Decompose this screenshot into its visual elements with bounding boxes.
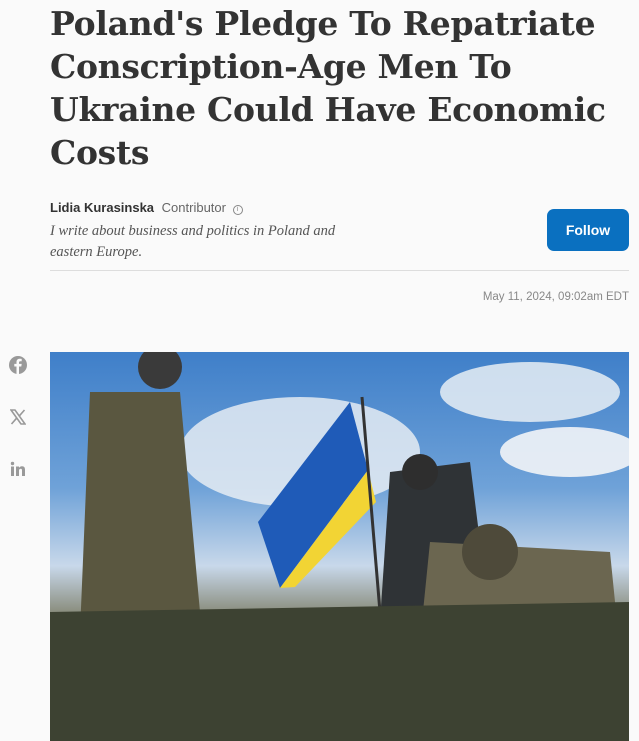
info-icon[interactable]: i: [232, 205, 243, 215]
author-row: Lidia Kurasinska Contributor i: [50, 200, 243, 215]
article-title: Poland's Pledge To Repatriate Conscripti…: [50, 4, 606, 172]
author-role: Contributor: [161, 200, 226, 215]
divider: [50, 270, 629, 271]
facebook-icon[interactable]: [8, 355, 28, 375]
publish-date: May 11, 2024, 09:02am EDT: [482, 291, 629, 303]
follow-button[interactable]: Follow: [547, 209, 629, 251]
x-icon[interactable]: [8, 407, 28, 427]
article-photo: [50, 352, 629, 741]
author-bio: I write about business and politics in P…: [50, 223, 336, 260]
soldiers-flag-image: [50, 352, 629, 741]
author-name[interactable]: Lidia Kurasinska: [50, 200, 155, 215]
linkedin-icon[interactable]: [8, 459, 28, 479]
